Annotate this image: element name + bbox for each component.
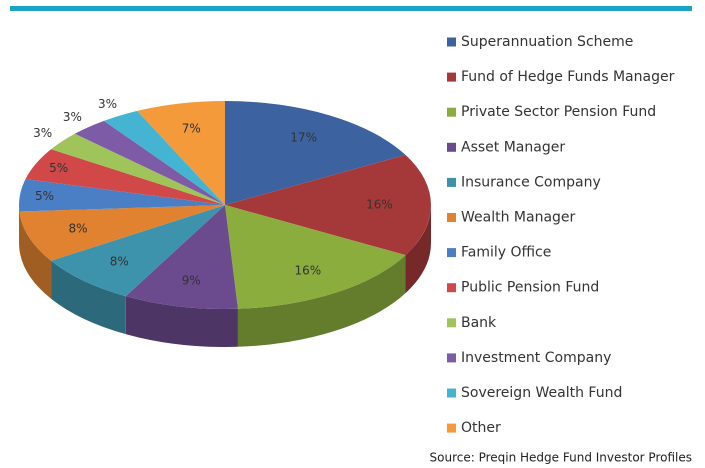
legend-label: Fund of Hedge Funds Manager [461, 69, 675, 85]
legend-label: Superannuation Scheme [461, 34, 633, 50]
legend-label: Investment Company [461, 350, 611, 366]
legend-label: Wealth Manager [461, 210, 576, 226]
slice-side [125, 296, 238, 347]
legend-swatch [447, 72, 456, 82]
slice [18, 179, 225, 212]
data-label: 5% [35, 189, 54, 203]
slice [19, 205, 225, 261]
slice [225, 205, 406, 309]
data-label: 3% [63, 110, 82, 124]
slice [51, 205, 225, 297]
legend-label: Bank [461, 315, 497, 331]
legend-label: Sovereign Wealth Fund [461, 385, 622, 401]
data-label: 9% [182, 274, 201, 288]
data-label: 16% [294, 263, 321, 277]
legend-label: Public Pension Fund [461, 280, 599, 296]
data-label: 5% [49, 161, 68, 175]
slice [225, 154, 431, 256]
pie-sides [19, 205, 431, 347]
legend-label: Family Office [461, 245, 551, 261]
slice [137, 101, 225, 205]
slice [51, 133, 225, 205]
legend-label: Other [461, 420, 501, 436]
legend-swatch [447, 353, 456, 363]
pie-tops [18, 101, 431, 309]
slice-side [51, 260, 126, 335]
source: Source: Preqin Hedge Fund Investor Profi… [430, 451, 693, 465]
legend-label: Insurance Company [461, 174, 601, 190]
slice [225, 101, 406, 205]
slice [103, 110, 225, 205]
data-label: 16% [366, 198, 393, 212]
legend-swatch [447, 142, 456, 152]
top-bar [10, 6, 692, 11]
data-label: 7% [182, 121, 201, 135]
slice-side [405, 205, 431, 294]
legend-swatch [447, 177, 456, 187]
legend-swatch [447, 107, 456, 117]
legend-swatch [447, 318, 456, 328]
data-label: 8% [110, 254, 129, 268]
slice [25, 149, 226, 205]
legend-swatch [447, 388, 456, 398]
legend-label: Private Sector Pension Fund [461, 104, 656, 120]
data-label: 3% [33, 126, 52, 140]
legend-swatch [447, 213, 456, 222]
data-label: 8% [69, 222, 88, 236]
slice [125, 205, 238, 309]
legend-swatch [447, 37, 456, 47]
slice-side [19, 211, 52, 299]
legend-label: Asset Manager [461, 139, 565, 155]
legend-swatch [447, 248, 456, 258]
slice-side [237, 255, 406, 347]
data-label: 17% [290, 130, 317, 144]
data-label: 3% [98, 97, 117, 111]
slice [74, 120, 226, 205]
legend-swatch [447, 283, 456, 293]
legend-swatch [447, 423, 456, 433]
